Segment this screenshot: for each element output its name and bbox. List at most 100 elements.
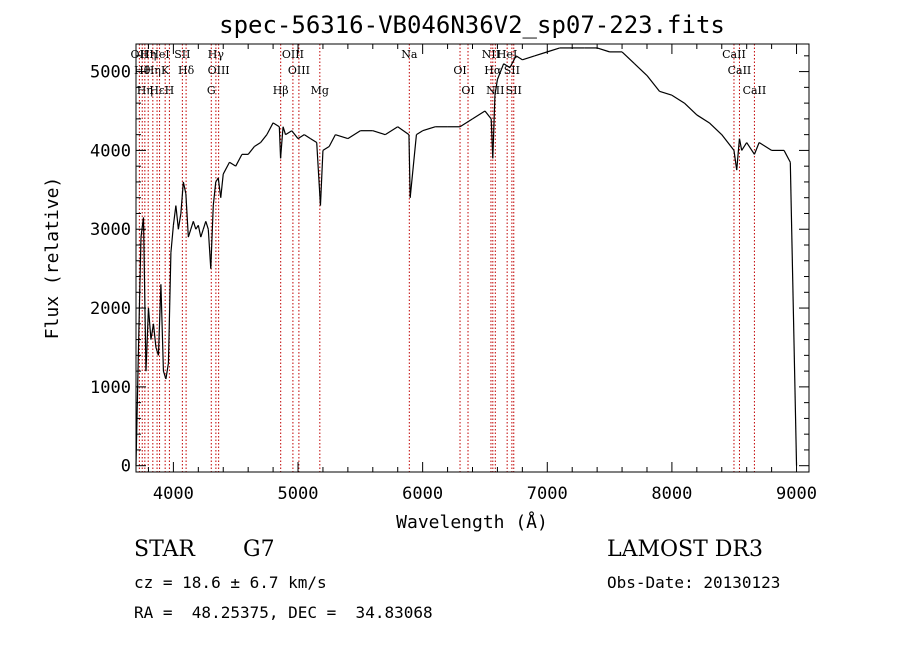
spectrum-segment-90 bbox=[671, 94, 685, 104]
spectrum-segment-41 bbox=[260, 134, 268, 143]
y-tick-label-5: 5000 bbox=[90, 63, 131, 83]
spectrum-segment-26 bbox=[200, 229, 204, 238]
line-label-6: HeI bbox=[149, 48, 169, 61]
spectrum-segment-35 bbox=[222, 161, 231, 175]
spectrum-segment-37 bbox=[235, 154, 243, 167]
spectrum-segment-42 bbox=[266, 122, 274, 135]
spectrum-segment-86 bbox=[621, 51, 635, 65]
redshift-cz: cz = 18.6 ± 6.7 km/s bbox=[134, 573, 327, 592]
spectrum-segment-56 bbox=[335, 134, 349, 140]
spectrum-segment-87 bbox=[634, 63, 648, 76]
spectrum-segment-80 bbox=[547, 47, 560, 53]
spectrum-segment-78 bbox=[522, 55, 535, 61]
spectrum-segment-3 bbox=[142, 217, 147, 372]
y-tick-label-0: 0 bbox=[121, 457, 131, 477]
spectrum-segment-49 bbox=[297, 134, 305, 140]
spectrum-segment-33 bbox=[217, 177, 222, 198]
spectrum-segment-45 bbox=[279, 126, 284, 159]
spectrum-segment-28 bbox=[205, 221, 209, 230]
line-label-26: SII bbox=[506, 84, 522, 97]
spectrum-segment-22 bbox=[190, 221, 194, 230]
spectrum-segment-65 bbox=[422, 126, 436, 132]
plot-frame bbox=[135, 43, 810, 473]
line-label-0: OII bbox=[131, 48, 149, 61]
spectrum-segment-40 bbox=[254, 142, 261, 147]
spectrum-segment-21 bbox=[187, 229, 192, 238]
spectrum-segment-96 bbox=[736, 138, 741, 171]
spectrum-series bbox=[135, 47, 798, 466]
spectrum-segment-52 bbox=[316, 142, 322, 206]
x-tick-label-2: 6000 bbox=[402, 484, 443, 504]
x-axis-ticks: 4000 5000 6000 7000 8000 9000 bbox=[147, 44, 817, 504]
spectrum-segment-70 bbox=[484, 110, 492, 120]
spectrum-segment-53 bbox=[319, 150, 324, 206]
y-tick-label-1: 1000 bbox=[90, 378, 131, 398]
spectrum-segment-91 bbox=[683, 102, 698, 116]
spectrum-segment-6 bbox=[150, 323, 155, 340]
spectrum-segment-44 bbox=[278, 126, 282, 159]
spectrum-segment-7 bbox=[152, 323, 157, 348]
chart-title: spec-56316-VB046N36V2_sp07-223.fits bbox=[219, 11, 725, 39]
spectrum-segment-77 bbox=[515, 55, 523, 61]
line-label-29: CaII bbox=[743, 84, 767, 97]
y-axis-label: Flux (relative) bbox=[42, 177, 63, 340]
spectrum-segment-103 bbox=[783, 150, 791, 163]
spectrum-segment-97 bbox=[738, 138, 743, 151]
spectrum-segment-20 bbox=[185, 193, 189, 238]
spectrum-segment-11 bbox=[162, 370, 167, 380]
emission-line-labels: OIIHθHηHηHηHεHeIKHSIIHδGHγOIIIHβOIIIOIII… bbox=[131, 48, 767, 97]
line-label-15: OIII bbox=[282, 48, 304, 61]
spectrum-segment-5 bbox=[147, 308, 152, 340]
line-label-28: CaII bbox=[728, 64, 752, 77]
line-label-9: SII bbox=[174, 48, 190, 61]
spectrum-segment-55 bbox=[328, 134, 336, 147]
spectrum-segment-14 bbox=[170, 225, 174, 253]
spectrum-segment-39 bbox=[247, 146, 255, 155]
spectrum-segment-51 bbox=[310, 138, 318, 144]
x-tick-label-0: 4000 bbox=[153, 484, 194, 504]
spectrum-segment-29 bbox=[207, 229, 212, 269]
y-tick-label-3: 3000 bbox=[90, 220, 131, 240]
spectrum-segment-16 bbox=[175, 205, 179, 230]
x-tick-label-1: 5000 bbox=[278, 484, 319, 504]
spectrum-segment-88 bbox=[646, 75, 660, 92]
object-subclass: G7 bbox=[243, 537, 275, 562]
spectrum-segment-100 bbox=[753, 142, 760, 155]
spectrum-segment-98 bbox=[741, 142, 748, 151]
spectrum-segment-31 bbox=[212, 181, 217, 206]
emission-line-markers bbox=[138, 44, 755, 472]
spectrum-segment-94 bbox=[721, 134, 735, 151]
spectrum-segment-92 bbox=[696, 114, 710, 124]
spectrum-segment-63 bbox=[409, 134, 418, 198]
y-tick-label-4: 4000 bbox=[90, 141, 131, 161]
line-label-27: CaII bbox=[722, 48, 746, 61]
spectrum-segment-59 bbox=[372, 130, 386, 136]
line-label-14: Hβ bbox=[273, 84, 289, 97]
x-tick-label-4: 8000 bbox=[651, 484, 692, 504]
line-label-3: Hη bbox=[140, 48, 156, 61]
line-label-25: SII bbox=[504, 64, 520, 77]
line-label-19: OI bbox=[453, 64, 466, 77]
spectrum-segment-50 bbox=[303, 134, 311, 140]
spectrum-segment-68 bbox=[459, 118, 473, 128]
x-axis-label: Wavelength (Å) bbox=[396, 511, 548, 533]
spectrum-segment-79 bbox=[534, 51, 548, 57]
line-label-8: H bbox=[165, 84, 175, 97]
spectrum-chart: spec-56316-VB046N36V2_sp07-223.fits OIIH… bbox=[42, 11, 817, 533]
line-label-1: Hθ bbox=[134, 64, 151, 77]
spectrum-segment-60 bbox=[384, 126, 399, 136]
spectrum-segment-25 bbox=[197, 225, 202, 238]
spectrum-segment-12 bbox=[165, 363, 169, 380]
x-tick-label-3: 7000 bbox=[527, 484, 568, 504]
spectrum-segment-9 bbox=[157, 284, 162, 356]
object-class: STAR bbox=[134, 537, 195, 562]
spectrum-segment-47 bbox=[285, 130, 293, 136]
spectrum-segment-73 bbox=[494, 79, 499, 96]
spectrum-segment-64 bbox=[416, 130, 423, 136]
spectrum-segment-36 bbox=[229, 161, 237, 167]
spectrum-segment-93 bbox=[708, 122, 723, 136]
spectrum-segment-18 bbox=[180, 181, 184, 214]
sky-coordinates: RA = 48.25375, DEC = 34.83068 bbox=[134, 603, 433, 622]
spectrum-segment-101 bbox=[758, 142, 772, 151]
spectrum-segment-13 bbox=[167, 252, 172, 364]
